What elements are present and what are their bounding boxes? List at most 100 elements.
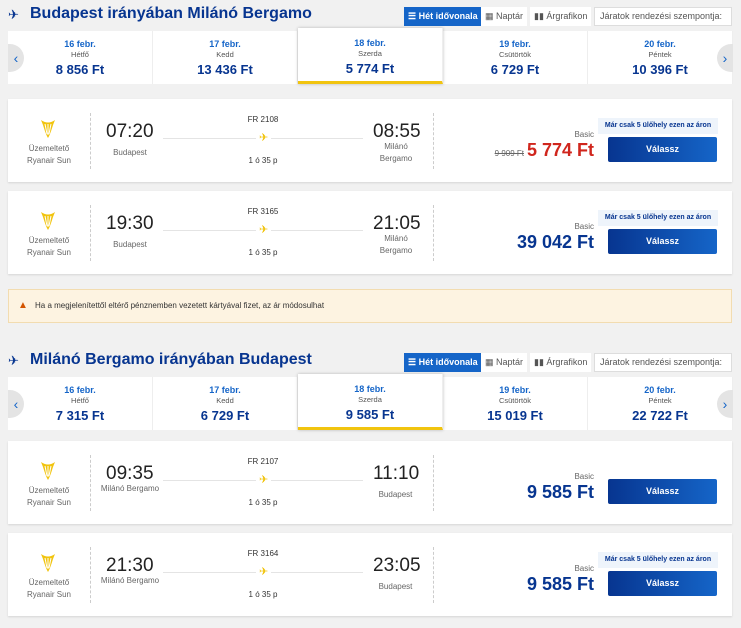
prev-dates-button[interactable]: ‹ <box>8 44 24 72</box>
sort-select[interactable]: Járatok rendezési szempontja: ⌄ <box>594 353 732 384</box>
sort-select[interactable]: Járatok rendezési szempontja: ⌄ <box>594 7 732 38</box>
divider <box>90 205 91 261</box>
date-option[interactable]: 16 febr. Hétfő 7 315 Ft <box>8 377 153 430</box>
day-price: 10 396 Ft <box>632 62 688 77</box>
select-flight-button[interactable]: Válassz <box>608 571 717 596</box>
timeline-label: Hét idővonala <box>418 11 478 21</box>
fare-type: Basic <box>574 564 594 573</box>
departure-place: Budapest <box>113 240 147 249</box>
flight-price: 9 585 Ft <box>526 574 594 594</box>
flight-card: Üzemeltető Ryanair Sun 19:30 Budapest FR … <box>8 191 732 274</box>
plane-icon: ✈ <box>256 565 272 578</box>
calendar-view-button[interactable]: ▦ Naptár <box>481 353 528 372</box>
day-date: 17 febr. <box>209 39 241 49</box>
arrival-time: 23:05 <box>373 555 421 576</box>
select-flight-button[interactable]: Válassz <box>608 479 717 504</box>
flight-duration: 1 ó 35 p <box>248 498 278 507</box>
day-weekday: Péntek <box>648 396 672 405</box>
ryanair-logo-icon <box>38 209 58 231</box>
divider <box>433 547 434 603</box>
date-option[interactable]: 20 febr. Péntek 22 722 Ft <box>588 377 733 430</box>
day-date: 18 febr. <box>354 384 386 394</box>
flight-duration: 1 ó 35 p <box>248 156 278 165</box>
flight-card: Üzemeltető Ryanair Sun 21:30 Milánó Berga… <box>8 533 732 616</box>
day-price: 13 436 Ft <box>197 62 253 77</box>
day-price: 6 729 Ft <box>490 62 540 77</box>
day-price: 15 019 Ft <box>487 408 543 423</box>
date-strip: ‹ › 16 febr. Hétfő 8 856 Ft 17 febr. Ked… <box>8 28 733 84</box>
operator-name: Ryanair Sun <box>26 498 72 507</box>
warning-icon: ▲ <box>18 300 28 311</box>
arrival-place: Milánó Bergamo <box>379 234 413 255</box>
day-weekday: Hétfő <box>71 396 89 405</box>
section-title: Budapest irányában Milánó Bergamo <box>30 5 312 22</box>
operator-label: Üzemeltető <box>28 144 70 153</box>
flight-number: FR 3165 <box>247 207 279 216</box>
day-date: 17 febr. <box>209 385 241 395</box>
plane-icon: ✈ <box>8 7 19 22</box>
sort-label: Járatok rendezési szempontja: <box>600 357 723 367</box>
warning-text: Ha a megjelenítettől eltérő pénznemben v… <box>35 301 325 310</box>
departure-place: Milánó Bergamo <box>100 484 160 493</box>
next-dates-button[interactable]: › <box>717 44 733 72</box>
operator-info: Üzemeltető Ryanair Sun <box>8 485 90 509</box>
date-option[interactable]: 18 febr. Szerda 9 585 Ft <box>298 374 443 430</box>
day-price: 7 315 Ft <box>55 408 105 423</box>
flight-section: ✈ Budapest irányában Milánó Bergamo ☰ Hé… <box>0 0 741 84</box>
day-weekday: Hétfő <box>71 50 89 59</box>
flight-price: 9 585 Ft <box>526 482 594 502</box>
operator-name: Ryanair Sun <box>26 156 72 165</box>
flight-price: 5 774 Ft <box>526 140 594 160</box>
plane-icon: ✈ <box>256 131 272 144</box>
arrival-time: 11:10 <box>373 463 420 484</box>
date-option[interactable]: 19 febr. Csütörtök 6 729 Ft <box>443 31 588 84</box>
flight-duration: 1 ó 35 p <box>248 248 278 257</box>
plane-icon: ✈ <box>8 353 19 368</box>
next-dates-button[interactable]: › <box>717 390 733 418</box>
day-weekday: Kedd <box>216 50 234 59</box>
chart-view-button[interactable]: ▮▮ Árgrafikon <box>530 7 592 26</box>
date-option[interactable]: 17 febr. Kedd 13 436 Ft <box>153 31 298 84</box>
date-option[interactable]: 18 febr. Szerda 5 774 Ft <box>298 28 443 84</box>
sort-label: Járatok rendezési szempontja: <box>600 11 723 21</box>
operator-info: Üzemeltető Ryanair Sun <box>8 235 90 259</box>
ryanair-logo-icon <box>38 459 58 481</box>
timeline-view-button[interactable]: ☰ Hét idővonala <box>404 353 482 372</box>
day-weekday: Kedd <box>216 396 234 405</box>
flight-number: FR 3164 <box>247 549 279 558</box>
fare-type: Basic <box>574 472 594 481</box>
date-option[interactable]: 19 febr. Csütörtök 15 019 Ft <box>443 377 588 430</box>
ryanair-logo-icon <box>38 551 58 573</box>
flight-section: ✈ Milánó Bergamo irányában Budapest ☰ Hé… <box>0 346 741 430</box>
divider <box>90 547 91 603</box>
calendar-view-button[interactable]: ▦ Naptár <box>481 7 528 26</box>
section-title: Milánó Bergamo irányában Budapest <box>30 351 312 368</box>
prev-dates-button[interactable]: ‹ <box>8 390 24 418</box>
divider <box>433 113 434 169</box>
flight-number: FR 2108 <box>247 115 279 124</box>
divider <box>433 205 434 261</box>
day-weekday: Csütörtök <box>498 396 532 405</box>
select-flight-button[interactable]: Válassz <box>608 137 717 162</box>
day-date: 16 febr. <box>64 39 96 49</box>
arrival-place: Budapest <box>378 582 413 591</box>
seats-left-badge: Már csak 5 ülőhely ezen az áron <box>598 210 718 226</box>
date-option[interactable]: 20 febr. Péntek 10 396 Ft <box>588 31 733 84</box>
timeline-view-button[interactable]: ☰ Hét idővonala <box>404 7 482 26</box>
flight-card: Üzemeltető Ryanair Sun 07:20 Budapest FR … <box>8 99 732 182</box>
chart-view-button[interactable]: ▮▮ Árgrafikon <box>530 353 592 372</box>
date-option[interactable]: 16 febr. Hétfő 8 856 Ft <box>8 31 153 84</box>
date-option[interactable]: 17 febr. Kedd 6 729 Ft <box>153 377 298 430</box>
select-flight-button[interactable]: Válassz <box>608 229 717 254</box>
operator-info: Üzemeltető Ryanair Sun <box>8 143 90 167</box>
day-price: 9 585 Ft <box>345 407 395 422</box>
chart-label: Árgrafikon <box>546 11 588 21</box>
departure-time: 07:20 <box>106 121 154 142</box>
operator-name: Ryanair Sun <box>26 248 72 257</box>
section-header: ✈ Budapest irányában Milánó Bergamo ☰ Hé… <box>0 0 741 38</box>
plane-icon: ✈ <box>256 473 272 486</box>
divider <box>90 455 91 511</box>
day-weekday: Szerda <box>358 395 382 404</box>
day-weekday: Péntek <box>648 50 672 59</box>
divider <box>433 455 434 511</box>
